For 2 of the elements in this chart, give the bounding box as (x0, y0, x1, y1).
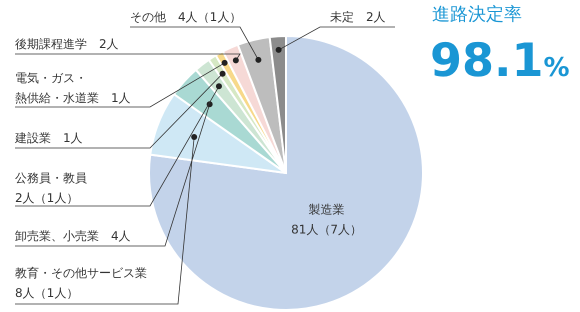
annotation: 98.1% (430, 33, 570, 87)
title: 進路決定率 (432, 4, 522, 25)
